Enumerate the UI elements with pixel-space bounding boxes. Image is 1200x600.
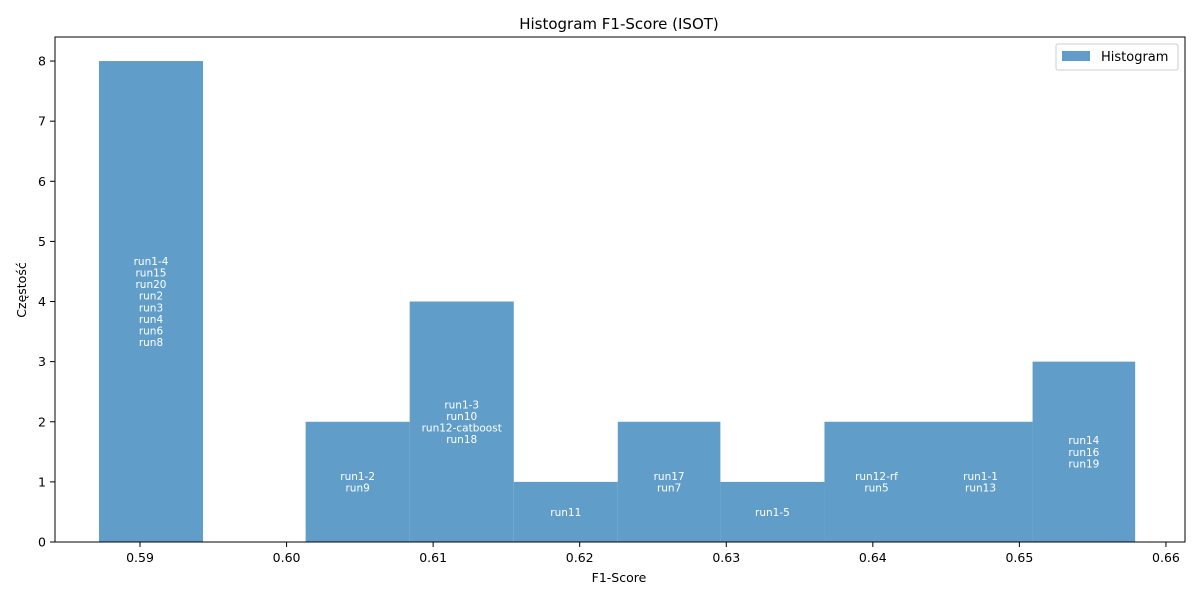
bar-4 — [513, 481, 618, 542]
x-tick-label: 0.65 — [1005, 550, 1033, 565]
x-tick-label: 0.66 — [1152, 550, 1180, 565]
y-axis: 0 1 2 3 4 5 6 7 8 — [38, 54, 55, 550]
bar-run-label: run14 — [1068, 435, 1099, 447]
y-axis-label: Częstość — [14, 262, 29, 318]
y-tick-label: 3 — [38, 354, 46, 369]
chart-title: Histogram F1-Score (ISOT) — [519, 15, 719, 33]
bar-run-label: run2 — [139, 291, 163, 303]
y-tick-label: 4 — [38, 294, 46, 309]
bar-run-label: run7 — [657, 483, 681, 495]
bar-2 — [305, 421, 410, 542]
bar-run-label: run12-catboost — [422, 423, 502, 435]
y-tick-label: 6 — [38, 174, 46, 189]
plot-frame — [54, 36, 1186, 543]
bar-run-label: run1-4 — [134, 256, 169, 268]
y-tick-label: 8 — [38, 54, 46, 69]
y-tick-label: 2 — [38, 414, 46, 429]
bar-run-label: run18 — [446, 434, 477, 446]
bar-3 — [409, 301, 514, 542]
bar-run-label: run17 — [654, 471, 685, 483]
x-axis-label: F1-Score — [592, 570, 647, 585]
x-tick-label: 0.62 — [566, 550, 594, 565]
y-tick-label: 5 — [38, 234, 46, 249]
bar-run-label: run19 — [1068, 458, 1099, 470]
y-tick-label: 0 — [38, 535, 46, 550]
bar-run-label: run5 — [864, 483, 888, 495]
bar-run-label: run9 — [345, 483, 369, 495]
legend-swatch — [1062, 51, 1090, 61]
y-tick-label: 1 — [38, 474, 46, 489]
bar-run-label: run1-2 — [340, 471, 375, 483]
bar-run-label: run15 — [135, 268, 166, 280]
bar-8 — [928, 421, 1033, 542]
bar-run-label: run11 — [550, 507, 581, 519]
x-tick-label: 0.63 — [712, 550, 740, 565]
bar-run-label: run1-1 — [963, 471, 998, 483]
bar-run-label: run1-5 — [755, 507, 790, 519]
x-tick-label: 0.59 — [126, 550, 154, 565]
x-tick-label: 0.61 — [419, 550, 447, 565]
y-tick-label: 7 — [38, 114, 46, 129]
bar-run-label: run6 — [139, 326, 164, 338]
bar-run-label: run12-rf — [855, 471, 898, 483]
x-tick-label: 0.60 — [273, 550, 301, 565]
bar-run-label: run1-3 — [444, 399, 479, 411]
bar-7 — [824, 421, 929, 542]
bars-group — [98, 61, 1136, 543]
x-tick-label: 0.64 — [859, 550, 887, 565]
x-axis: 0.59 0.60 0.61 0.62 0.63 0.64 0.65 0.66 — [126, 542, 1180, 565]
bar-run-label: run4 — [139, 314, 164, 326]
bar-9 — [1032, 361, 1136, 542]
bar-run-label: run10 — [446, 411, 477, 423]
legend-entry-histogram: Histogram — [1101, 50, 1168, 65]
legend: Histogram — [1055, 43, 1179, 71]
bar-run-label: run20 — [135, 279, 166, 291]
bar-run-label: run13 — [965, 483, 996, 495]
bar-run-label: run8 — [139, 337, 163, 349]
legend-box — [1055, 43, 1179, 71]
bar-5 — [617, 421, 721, 542]
bar-run-label: run3 — [139, 302, 163, 314]
bar-run-label: run16 — [1068, 447, 1099, 459]
bar-0 — [98, 61, 204, 543]
bar-6 — [720, 481, 825, 542]
